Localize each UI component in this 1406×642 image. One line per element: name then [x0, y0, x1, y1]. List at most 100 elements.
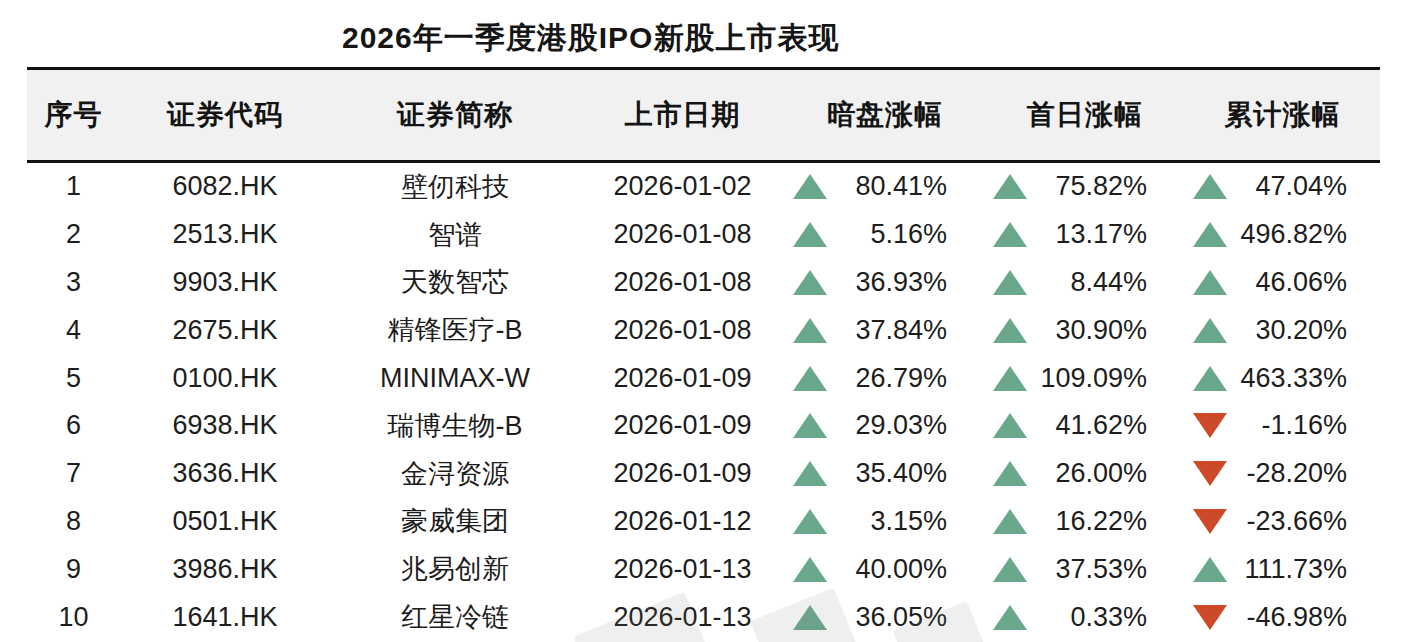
stock-name: 金浔资源	[330, 456, 580, 492]
listing-date: 2026-01-13	[580, 602, 785, 633]
change-value: 37.53%	[1033, 554, 1147, 585]
first-day-change-cell: 16.22%	[985, 506, 1185, 537]
stock-code: 3986.HK	[120, 554, 330, 585]
change-value: 80.41%	[833, 171, 947, 202]
triangle-icon	[1193, 557, 1227, 582]
triangle-icon	[793, 557, 827, 582]
cumulative-change-cell: -1.16%	[1185, 410, 1380, 441]
stock-code: 3636.HK	[120, 458, 330, 489]
dark-market-change-cell: 29.03%	[785, 410, 985, 441]
change-value: 0.33%	[1033, 602, 1147, 633]
row-index: 7	[27, 458, 120, 489]
first-day-change-cell: 41.62%	[985, 410, 1185, 441]
column-header-first-day-gain: 首日涨幅	[985, 70, 1185, 160]
dark-market-change-cell: 40.00%	[785, 554, 985, 585]
cumulative-change-cell: 30.20%	[1185, 315, 1380, 346]
change-value: 3.15%	[833, 506, 947, 537]
listing-date: 2026-01-02	[580, 171, 785, 202]
triangle-icon	[793, 318, 827, 343]
ipo-performance-table: 序号 证券代码 证券简称 上市日期 暗盘涨幅 首日涨幅 累计涨幅 1 6082.…	[27, 67, 1380, 641]
triangle-icon	[793, 605, 827, 630]
stock-code: 1641.HK	[120, 602, 330, 633]
stock-name: 豪威集团	[330, 503, 580, 539]
change-value: 30.90%	[1033, 315, 1147, 346]
stock-code: 6082.HK	[120, 171, 330, 202]
cumulative-change-cell: -23.66%	[1185, 506, 1380, 537]
row-index: 1	[27, 171, 120, 202]
table-row: 5 0100.HK MINIMAX-W 2026-01-09 26.79% 10…	[27, 354, 1380, 402]
change-value: -46.98%	[1233, 602, 1347, 633]
table-row: 2 2513.HK 智谱 2026-01-08 5.16% 13.17% 496…	[27, 211, 1380, 259]
table-row: 7 3636.HK 金浔资源 2026-01-09 35.40% 26.00% …	[27, 450, 1380, 498]
first-day-change-cell: 26.00%	[985, 458, 1185, 489]
stock-name: 兆易创新	[330, 551, 580, 587]
change-value: -1.16%	[1233, 410, 1347, 441]
change-value: 29.03%	[833, 410, 947, 441]
stock-code: 9903.HK	[120, 267, 330, 298]
triangle-icon	[793, 413, 827, 438]
change-value: 30.20%	[1233, 315, 1347, 346]
change-value: 47.04%	[1233, 171, 1347, 202]
triangle-icon	[993, 174, 1027, 199]
dark-market-change-cell: 35.40%	[785, 458, 985, 489]
triangle-icon	[993, 461, 1027, 486]
row-index: 4	[27, 315, 120, 346]
dark-market-change-cell: 36.05%	[785, 602, 985, 633]
stock-name: 壁仞科技	[330, 169, 580, 205]
stock-name: MINIMAX-W	[330, 363, 580, 394]
listing-date: 2026-01-08	[580, 315, 785, 346]
table-header-row: 序号 证券代码 证券简称 上市日期 暗盘涨幅 首日涨幅 累计涨幅	[27, 67, 1380, 163]
triangle-icon	[993, 222, 1027, 247]
dark-market-change-cell: 80.41%	[785, 171, 985, 202]
triangle-icon	[993, 413, 1027, 438]
change-value: -28.20%	[1233, 458, 1347, 489]
change-value: 13.17%	[1033, 219, 1147, 250]
stock-code: 6938.HK	[120, 410, 330, 441]
column-header-stock-name: 证券简称	[330, 70, 580, 160]
triangle-icon	[993, 557, 1027, 582]
table-row: 6 6938.HK 瑞博生物-B 2026-01-09 29.03% 41.62…	[27, 402, 1380, 450]
cumulative-change-cell: 463.33%	[1185, 363, 1380, 394]
change-value: 46.06%	[1233, 267, 1347, 298]
triangle-icon	[1193, 174, 1227, 199]
listing-date: 2026-01-09	[580, 458, 785, 489]
stock-name: 红星冷链	[330, 599, 580, 635]
column-header-dark-market-gain: 暗盘涨幅	[785, 70, 985, 160]
row-index: 10	[27, 602, 120, 633]
triangle-icon	[1193, 222, 1227, 247]
stock-name: 瑞博生物-B	[330, 408, 580, 444]
change-value: 75.82%	[1033, 171, 1147, 202]
dark-market-change-cell: 5.16%	[785, 219, 985, 250]
triangle-icon	[793, 366, 827, 391]
page-title: 2026年一季度港股IPO新股上市表现	[342, 20, 839, 56]
row-index: 3	[27, 267, 120, 298]
triangle-icon	[1193, 461, 1227, 486]
triangle-icon	[993, 366, 1027, 391]
triangle-icon	[793, 222, 827, 247]
table-row: 8 0501.HK 豪威集团 2026-01-12 3.15% 16.22% -…	[27, 498, 1380, 546]
dark-market-change-cell: 26.79%	[785, 363, 985, 394]
cumulative-change-cell: 496.82%	[1185, 219, 1380, 250]
listing-date: 2026-01-09	[580, 410, 785, 441]
stock-name: 天数智芯	[330, 264, 580, 300]
row-index: 5	[27, 363, 120, 394]
table-row: 1 6082.HK 壁仞科技 2026-01-02 80.41% 75.82% …	[27, 163, 1380, 211]
triangle-icon	[793, 461, 827, 486]
first-day-change-cell: 109.09%	[985, 363, 1185, 394]
row-index: 6	[27, 410, 120, 441]
change-value: 35.40%	[833, 458, 947, 489]
table-row: 10 1641.HK 红星冷链 2026-01-13 36.05% 0.33% …	[27, 593, 1380, 641]
row-index: 8	[27, 506, 120, 537]
dark-market-change-cell: 3.15%	[785, 506, 985, 537]
listing-date: 2026-01-08	[580, 219, 785, 250]
cumulative-change-cell: 46.06%	[1185, 267, 1380, 298]
change-value: -23.66%	[1233, 506, 1347, 537]
table-body: 1 6082.HK 壁仞科技 2026-01-02 80.41% 75.82% …	[27, 163, 1380, 641]
first-day-change-cell: 0.33%	[985, 602, 1185, 633]
triangle-icon	[1193, 318, 1227, 343]
change-value: 40.00%	[833, 554, 947, 585]
first-day-change-cell: 8.44%	[985, 267, 1185, 298]
triangle-icon	[1193, 413, 1227, 438]
column-header-stock-code: 证券代码	[120, 70, 330, 160]
cumulative-change-cell: -46.98%	[1185, 602, 1380, 633]
